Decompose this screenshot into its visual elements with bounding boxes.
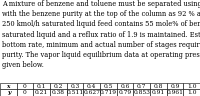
Text: A mixture of benzene and toluene must be separated using a distillation column
w: A mixture of benzene and toluene must be… — [2, 0, 200, 69]
